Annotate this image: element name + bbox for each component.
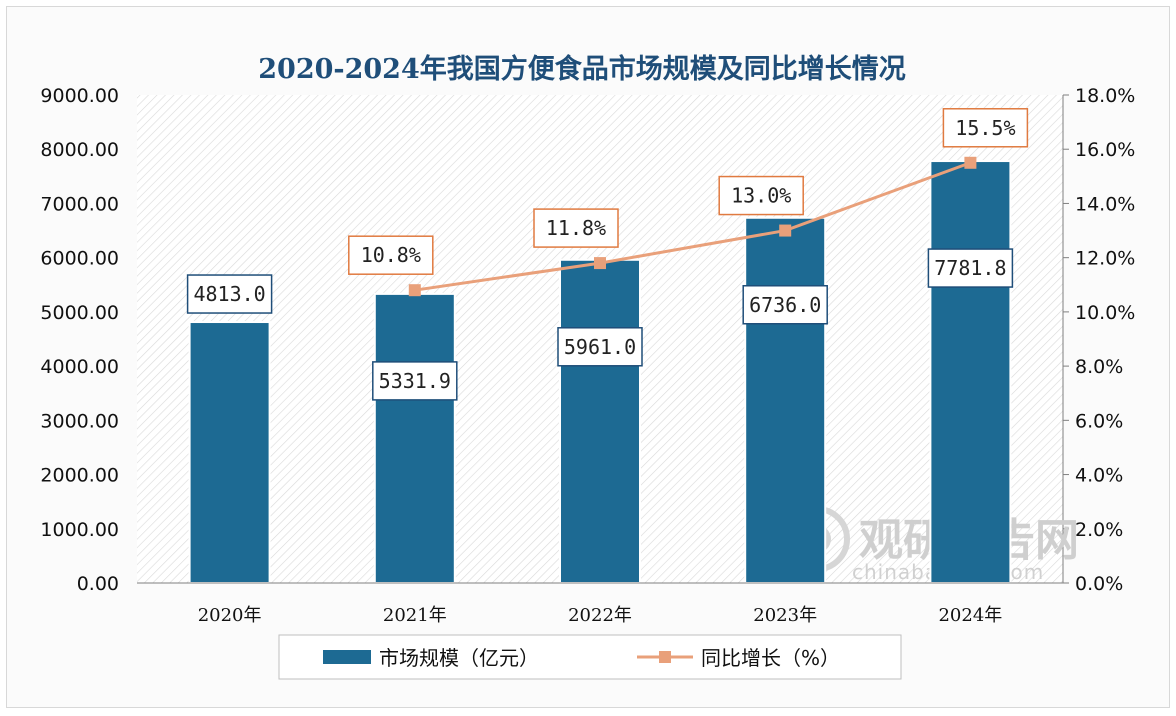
- y-tick-left: 7000.00: [40, 193, 119, 215]
- bar-value-label: 6736.0: [749, 293, 821, 317]
- growth-value-label: 13.0%: [731, 184, 791, 208]
- legend-line-label: 同比增长（%）: [701, 646, 840, 670]
- y-tick-left: 2000.00: [40, 465, 119, 487]
- bar-value-label: 5961.0: [564, 335, 636, 359]
- y-tick-right: 10.0%: [1075, 302, 1135, 324]
- chart-title: 2020-2024年我国方便食品市场规模及同比增长情况: [258, 53, 906, 85]
- bar-value-label: 4813.0: [193, 282, 265, 306]
- legend-bar-label: 市场规模（亿元）: [379, 646, 539, 670]
- bar-value-label-box: [927, 248, 1014, 288]
- line-series: [408, 156, 977, 297]
- growth-value-label-box: [942, 108, 1029, 148]
- x-tick-label: 2021年: [383, 605, 447, 626]
- line-point: [779, 224, 792, 237]
- growth-value-label: 15.5%: [955, 116, 1015, 140]
- y-tick-right: 0.0%: [1075, 573, 1123, 595]
- y-tick-right: 18.0%: [1075, 85, 1135, 107]
- y-tick-right: 2.0%: [1075, 519, 1123, 541]
- line-point: [408, 284, 421, 297]
- line-point: [594, 257, 606, 270]
- x-tick-label: 2024年: [938, 605, 1002, 626]
- y-tick-left: 3000.00: [40, 410, 119, 432]
- growth-value-label-box: [348, 235, 434, 275]
- y-tick-right: 16.0%: [1075, 139, 1135, 161]
- chart-frame: 2020-2024年我国方便食品市场规模及同比增长情况 0.00 1000.00 2…: [6, 6, 1170, 708]
- x-tick-label: 2020年: [198, 605, 262, 626]
- bar-series: [188, 160, 1012, 585]
- bar: [559, 258, 641, 584]
- bar-value-label-box: [372, 361, 458, 401]
- y-tick-right: 14.0%: [1075, 193, 1135, 215]
- y-tick-left: 8000.00: [40, 139, 119, 161]
- growth-value-label-box: [533, 208, 619, 248]
- y-tick-left: 4000.00: [40, 356, 119, 378]
- legend-bar-swatch: [323, 650, 371, 664]
- x-tick-label: 2023年: [753, 605, 817, 626]
- legend: 市场规模（亿元） 同比增长（%）: [278, 634, 902, 680]
- line-point: [964, 156, 977, 169]
- y-tick-right: 6.0%: [1075, 410, 1123, 432]
- bar-value-label: 5331.9: [379, 369, 451, 393]
- y-tick-left: 9000.00: [40, 85, 119, 107]
- y-tick-left: 6000.00: [40, 248, 119, 270]
- bar-value-label: 7781.8: [934, 256, 1006, 280]
- x-axis: 2020年 2021年 2022年 2023年 2024年: [137, 582, 1063, 626]
- bar-value-label-box: [742, 285, 828, 325]
- bar-value-label-box: [186, 274, 273, 314]
- y-axis-left: 0.00 1000.00 2000.00 3000.00 4000.00 5000.00 6…: [40, 85, 119, 595]
- y-tick-right: 4.0%: [1075, 465, 1123, 487]
- growth-value-label-box: [718, 175, 804, 216]
- y-tick-left: 1000.00: [40, 519, 119, 541]
- legend-box: [278, 634, 902, 680]
- growth-value-label: 10.8%: [361, 243, 421, 267]
- y-tick-right: 8.0%: [1075, 356, 1123, 378]
- legend-line-marker: [659, 651, 671, 663]
- chart-svg: 2020-2024年我国方便食品市场规模及同比增长情况 0.00 1000.00 2…: [40, 53, 1135, 680]
- bar: [744, 216, 827, 584]
- y-tick-left: 0.00: [77, 573, 119, 595]
- growth-value-label: 11.8%: [546, 216, 606, 240]
- bar: [373, 292, 456, 584]
- bar: [929, 160, 1012, 585]
- bar-value-label-box: [557, 327, 643, 367]
- y-tick-right: 12.0%: [1075, 248, 1135, 270]
- y-tick-left: 5000.00: [40, 302, 119, 324]
- growth-line: [414, 161, 971, 292]
- data-labels: 4813.0 5331.9 5961.0 6736.0 7781.8 10.8% 11.8%…: [186, 108, 1029, 401]
- x-tick-label: 2022年: [568, 605, 632, 626]
- y-axis-right: 0.0% 2.0% 4.0% 6.0% 8.0% 10.0% 12.0% 14.0% 16.0%…: [1062, 85, 1135, 595]
- bar: [188, 321, 271, 584]
